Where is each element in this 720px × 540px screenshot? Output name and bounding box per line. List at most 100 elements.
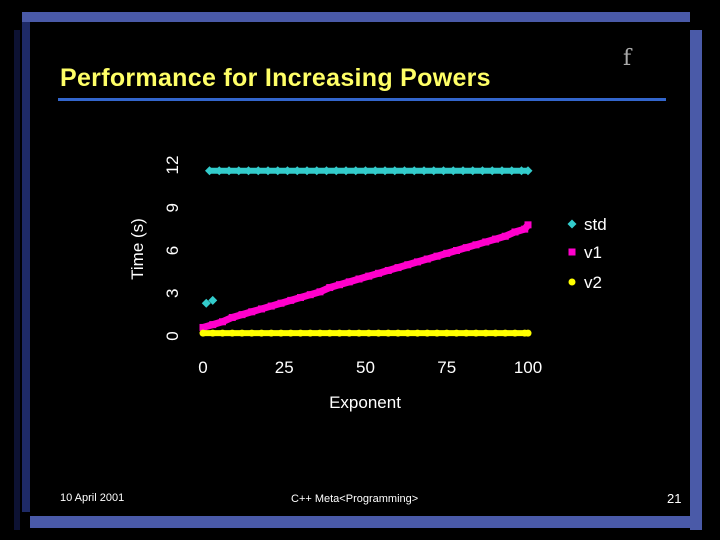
y-tick-label: 12 bbox=[163, 156, 182, 175]
data-point bbox=[287, 296, 295, 304]
data-point bbox=[419, 166, 429, 176]
data-point bbox=[345, 329, 353, 337]
frame-left-bar bbox=[22, 22, 30, 512]
data-point bbox=[277, 329, 285, 337]
data-point bbox=[277, 299, 285, 307]
data-point bbox=[201, 298, 211, 308]
data-point bbox=[429, 166, 439, 176]
data-point bbox=[361, 166, 370, 176]
data-point bbox=[400, 166, 409, 176]
data-point bbox=[370, 166, 380, 176]
y-tick-label: 6 bbox=[163, 246, 182, 255]
data-point bbox=[394, 329, 402, 337]
data-point bbox=[253, 166, 263, 176]
x-tick-label: 25 bbox=[275, 358, 294, 377]
data-point bbox=[423, 329, 431, 337]
x-axis-title: Exponent bbox=[329, 393, 401, 412]
data-point bbox=[228, 329, 236, 337]
data-point bbox=[345, 278, 353, 286]
data-point bbox=[258, 329, 265, 337]
data-point bbox=[458, 166, 468, 176]
data-point bbox=[487, 166, 497, 176]
slide-title: Performance for Increasing Powers bbox=[60, 64, 491, 92]
data-point bbox=[497, 166, 507, 176]
title-glyph: f bbox=[623, 46, 632, 71]
x-tick-label: 100 bbox=[514, 358, 542, 377]
data-point bbox=[501, 232, 509, 240]
series-v2 bbox=[199, 329, 532, 337]
legend-label-v1: v1 bbox=[584, 243, 602, 262]
frame-bottom-bar bbox=[30, 516, 702, 528]
data-point bbox=[443, 249, 451, 257]
data-point bbox=[302, 166, 312, 176]
y-tick-label: 3 bbox=[163, 289, 182, 298]
data-point bbox=[517, 166, 526, 176]
data-point bbox=[267, 302, 275, 310]
data-point bbox=[443, 329, 451, 337]
y-tick-label: 9 bbox=[163, 203, 182, 212]
data-point bbox=[219, 318, 226, 326]
data-point bbox=[375, 269, 382, 277]
data-point bbox=[355, 275, 363, 283]
data-point bbox=[365, 329, 373, 337]
x-tick-label: 0 bbox=[198, 358, 207, 377]
data-point bbox=[331, 166, 341, 176]
y-tick-label: 0 bbox=[163, 331, 182, 340]
data-point bbox=[209, 329, 217, 337]
footer-date: 10 April 2001 bbox=[60, 492, 125, 504]
data-point bbox=[205, 166, 214, 176]
data-point bbox=[404, 261, 412, 269]
data-point bbox=[462, 244, 470, 252]
data-point bbox=[316, 288, 324, 296]
page-number: 21 bbox=[667, 491, 682, 506]
data-point bbox=[433, 329, 441, 337]
data-point bbox=[482, 329, 490, 337]
data-point bbox=[482, 238, 490, 246]
x-tick-label: 50 bbox=[356, 358, 375, 377]
data-point bbox=[453, 247, 460, 254]
data-point bbox=[409, 166, 419, 176]
data-point bbox=[208, 295, 218, 305]
data-point bbox=[238, 311, 246, 319]
data-point bbox=[375, 329, 382, 337]
data-point bbox=[433, 252, 441, 260]
data-point bbox=[297, 294, 304, 302]
data-point bbox=[234, 166, 244, 176]
data-point bbox=[478, 166, 487, 176]
data-point bbox=[326, 284, 334, 292]
legend-label-std: std bbox=[584, 215, 607, 234]
data-point bbox=[273, 166, 283, 176]
data-point bbox=[199, 329, 207, 337]
data-point bbox=[283, 166, 292, 176]
chart-axes: 0 25 50 75 100 0 3 6 9 12 Exponent Time (s) bbox=[128, 156, 542, 412]
data-point bbox=[423, 255, 431, 263]
data-point bbox=[306, 291, 314, 299]
data-point bbox=[287, 329, 295, 337]
y-axis-title: Time (s) bbox=[128, 218, 147, 280]
title-underline bbox=[58, 98, 666, 101]
data-point bbox=[414, 258, 421, 266]
legend-marker-v1 bbox=[568, 248, 576, 256]
legend-marker-v2 bbox=[568, 278, 576, 286]
data-point bbox=[351, 166, 361, 176]
frame-top-bar bbox=[22, 12, 690, 22]
data-point bbox=[492, 235, 499, 243]
series-std bbox=[201, 166, 533, 308]
chart-legend: std v1 v2 bbox=[567, 215, 607, 292]
data-point bbox=[306, 329, 314, 337]
data-point bbox=[199, 323, 207, 331]
data-point bbox=[292, 166, 302, 176]
data-point bbox=[472, 329, 480, 337]
data-point bbox=[492, 329, 499, 337]
data-point bbox=[312, 166, 322, 176]
legend-label-v2: v2 bbox=[584, 273, 602, 292]
data-point bbox=[326, 329, 334, 337]
data-point bbox=[248, 308, 256, 316]
data-point bbox=[523, 166, 533, 176]
data-point bbox=[453, 329, 460, 337]
data-point bbox=[316, 329, 324, 337]
data-point bbox=[439, 166, 448, 176]
data-point bbox=[355, 329, 363, 337]
x-tick-label: 75 bbox=[437, 358, 456, 377]
